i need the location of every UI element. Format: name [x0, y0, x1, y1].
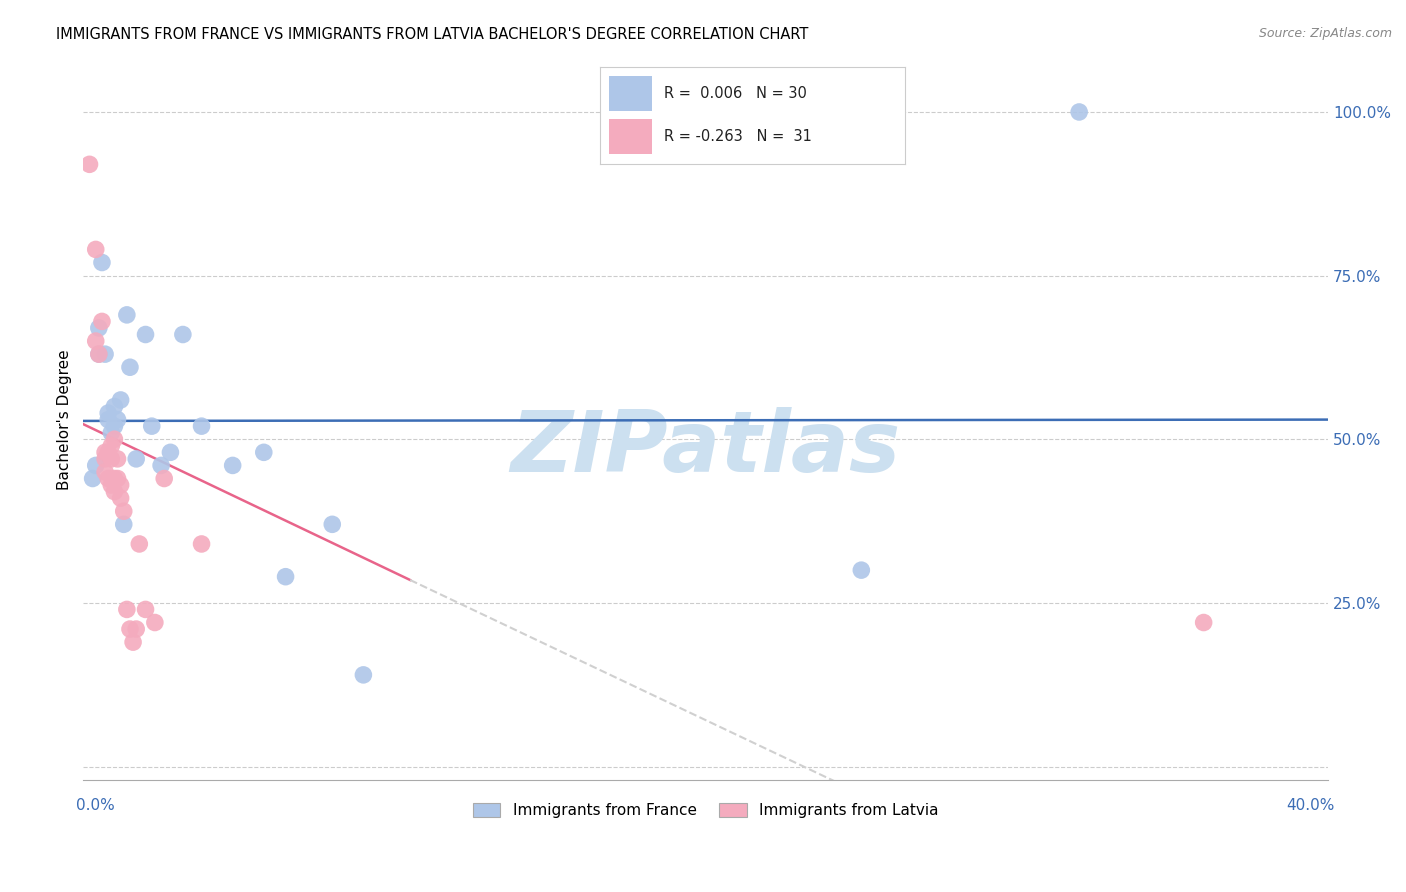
Point: [103, 400, 125, 414]
Point: [97, 445, 120, 459]
Point: [190, 537, 212, 551]
Point: [150, 458, 173, 473]
Point: [122, 635, 145, 649]
Text: IMMIGRANTS FROM FRANCE VS IMMIGRANTS FROM LATVIA BACHELOR'S DEGREE CORRELATION C: IMMIGRANTS FROM FRANCE VS IMMIGRANTS FRO…: [56, 27, 808, 42]
Point: [82, 471, 104, 485]
Point: [87, 347, 110, 361]
Point: [107, 471, 129, 485]
Point: [115, 602, 138, 616]
Point: [141, 419, 163, 434]
Point: [91, 314, 114, 328]
Point: [110, 491, 132, 505]
Point: [94, 465, 117, 479]
Point: [143, 615, 166, 630]
Point: [103, 484, 125, 499]
Point: [851, 563, 873, 577]
Point: [153, 471, 176, 485]
Point: [100, 439, 122, 453]
Point: [103, 471, 125, 485]
Point: [172, 327, 194, 342]
Point: [128, 537, 150, 551]
Text: Source: ZipAtlas.com: Source: ZipAtlas.com: [1258, 27, 1392, 40]
Y-axis label: Bachelor's Degree: Bachelor's Degree: [58, 350, 72, 490]
Point: [103, 419, 125, 434]
Text: 40.0%: 40.0%: [1286, 798, 1336, 814]
Point: [94, 445, 117, 459]
Point: [135, 327, 157, 342]
Point: [112, 504, 135, 518]
Point: [87, 321, 110, 335]
Point: [103, 432, 125, 446]
Point: [97, 471, 120, 485]
Point: [87, 347, 110, 361]
Point: [352, 668, 374, 682]
Point: [97, 412, 120, 426]
Point: [274, 570, 297, 584]
Point: [190, 419, 212, 434]
Point: [100, 451, 122, 466]
Legend: Immigrants from France, Immigrants from Latvia: Immigrants from France, Immigrants from …: [465, 796, 946, 826]
Point: [84, 458, 107, 473]
Point: [112, 517, 135, 532]
Point: [118, 360, 141, 375]
Point: [97, 406, 120, 420]
Point: [321, 517, 343, 532]
Point: [1069, 105, 1091, 120]
Point: [125, 451, 148, 466]
Text: ZIPatlas: ZIPatlas: [510, 407, 901, 490]
Point: [79, 157, 101, 171]
Point: [159, 445, 181, 459]
Point: [100, 425, 122, 440]
Point: [94, 451, 117, 466]
Point: [135, 602, 157, 616]
Point: [84, 334, 107, 348]
Point: [1192, 615, 1215, 630]
Point: [94, 347, 117, 361]
Point: [107, 451, 129, 466]
Point: [84, 243, 107, 257]
Point: [118, 622, 141, 636]
Point: [110, 478, 132, 492]
Point: [110, 392, 132, 407]
Point: [115, 308, 138, 322]
Point: [91, 255, 114, 269]
Point: [253, 445, 276, 459]
Point: [221, 458, 243, 473]
Text: 0.0%: 0.0%: [76, 798, 115, 814]
Point: [100, 478, 122, 492]
Point: [107, 412, 129, 426]
Point: [125, 622, 148, 636]
